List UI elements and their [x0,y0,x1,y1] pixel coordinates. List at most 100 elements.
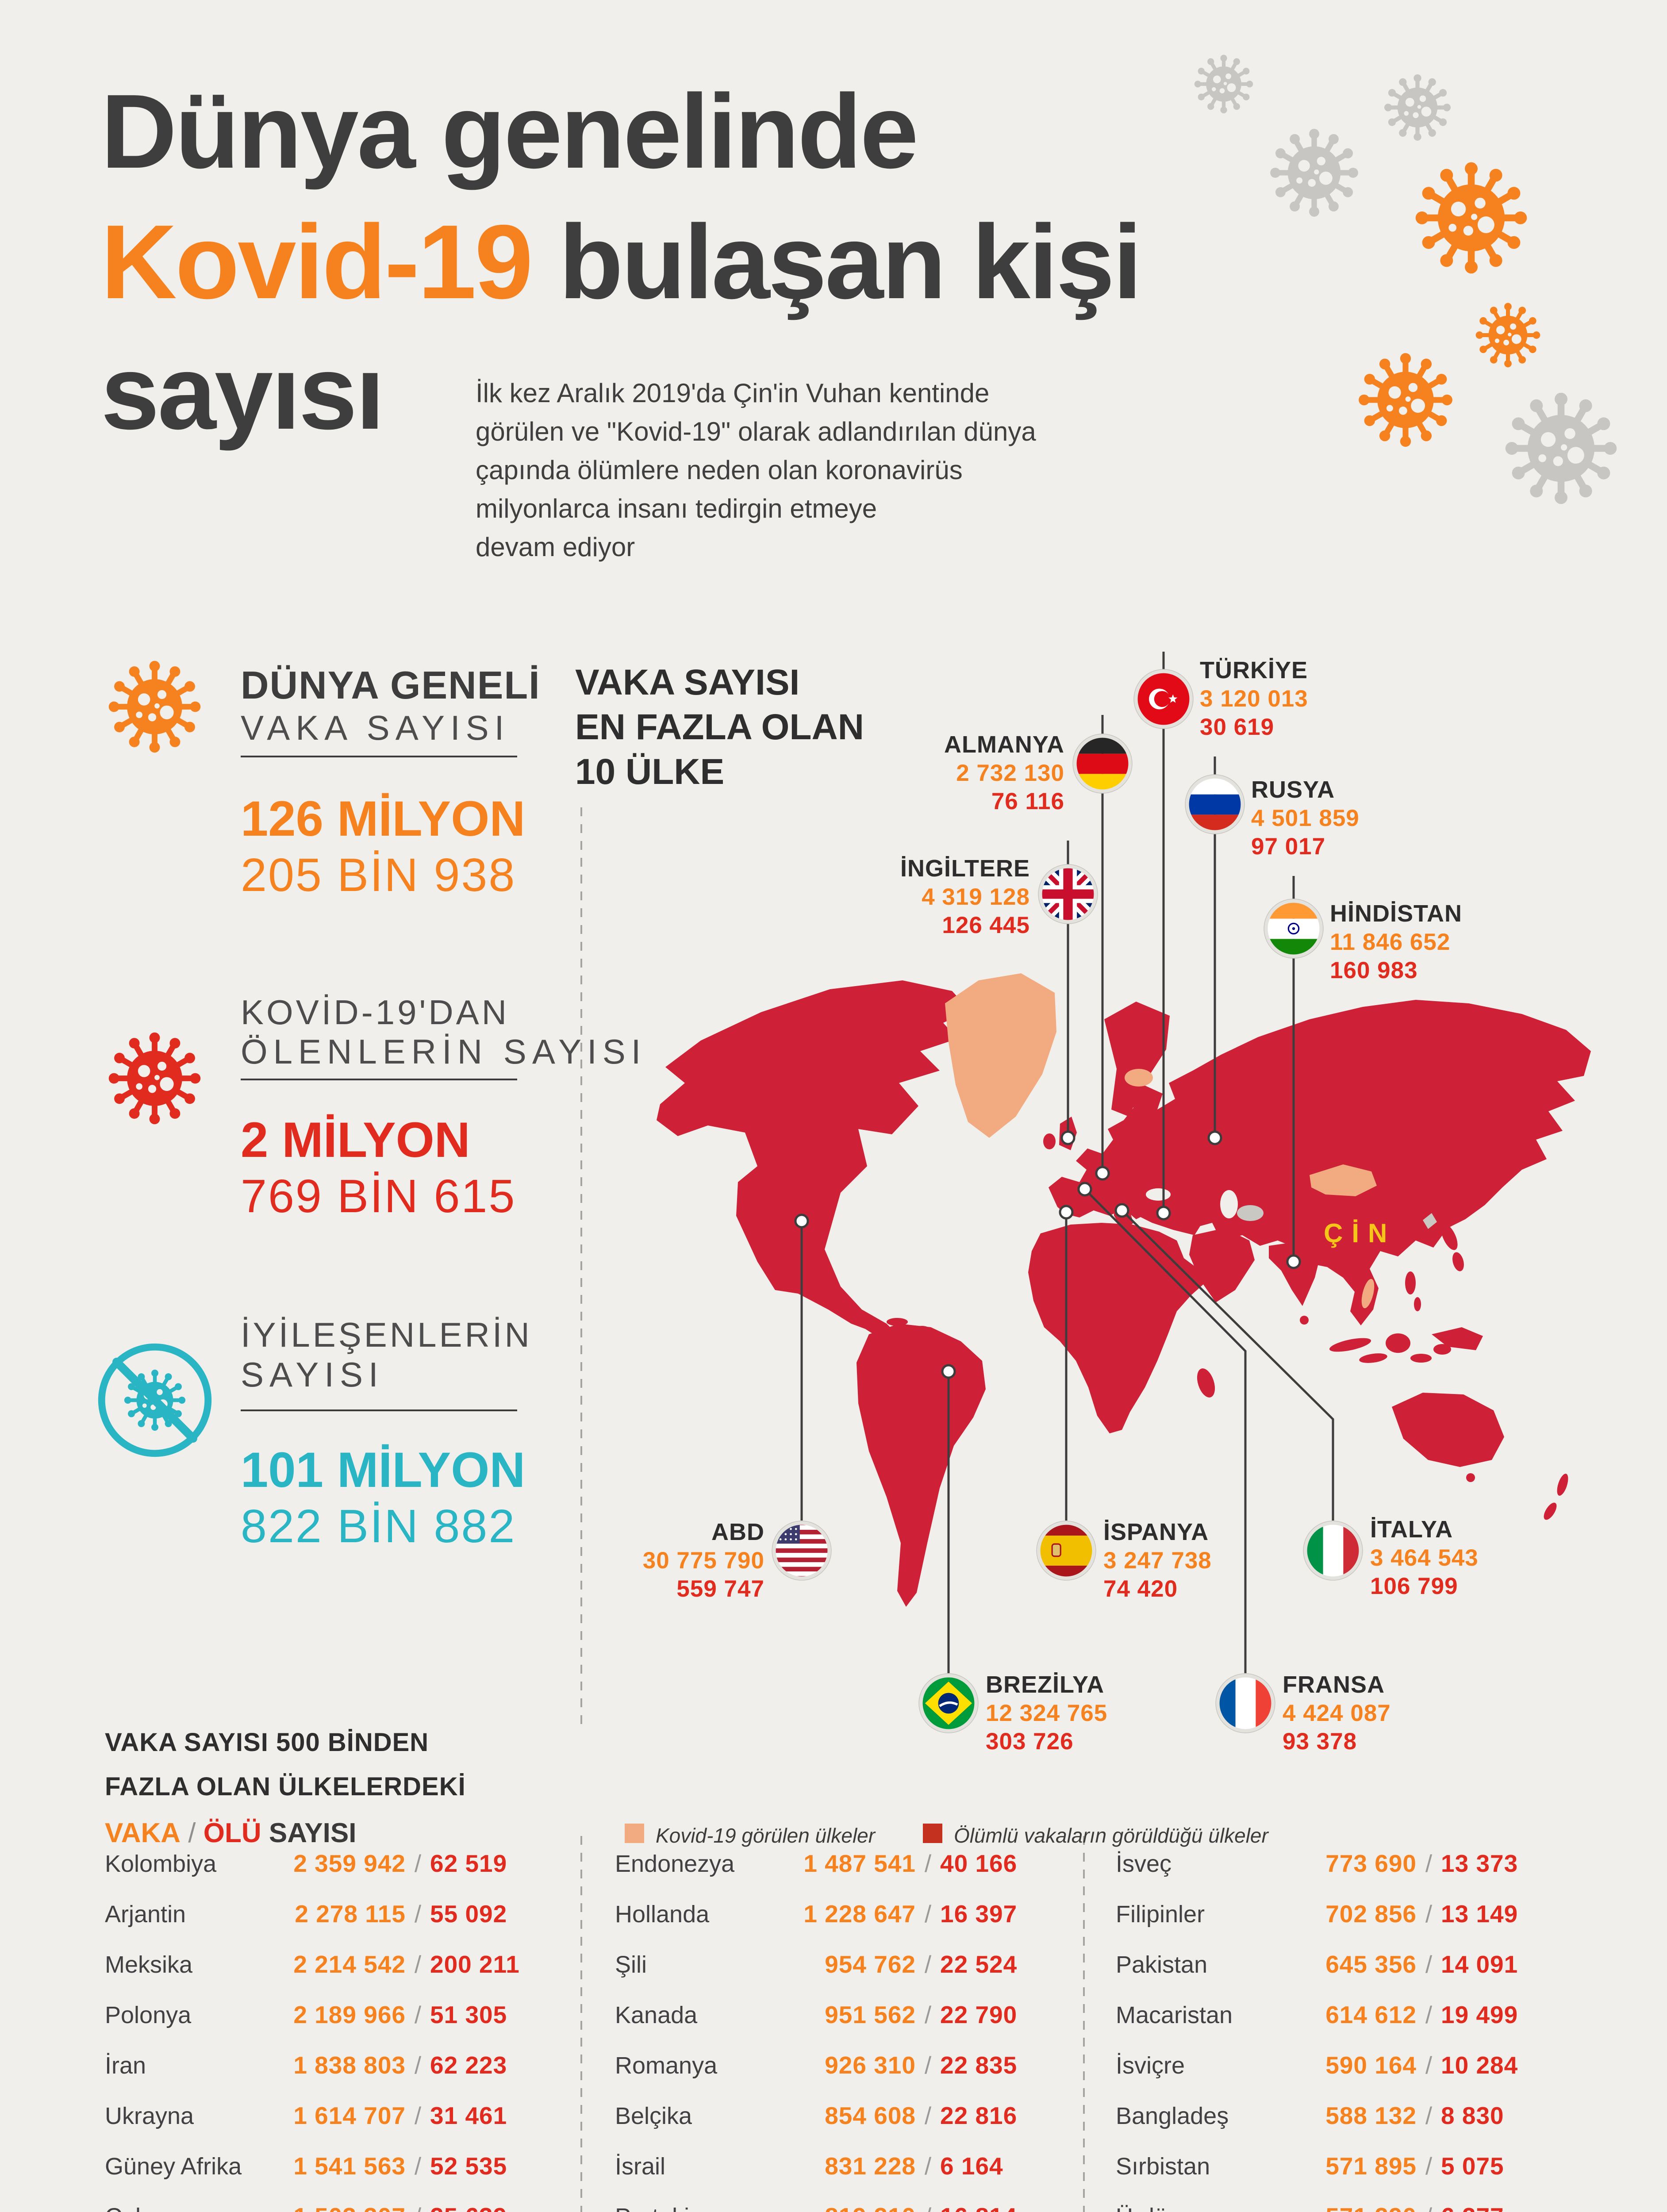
case-count: 926 310 [825,2051,916,2079]
slash-separator: / [924,1850,932,1877]
slash-separator: / [924,2102,932,2129]
callout-death-count: 160 983 [1330,957,1418,983]
map-countries-no-data [1237,1205,1437,1229]
country-name: Çekya [105,2203,284,2212]
case-count: 702 856 [1325,1900,1417,1928]
table-row: Portekiz819 210/16 814 [615,2202,1046,2212]
callout-death-count: 97 017 [1251,833,1326,860]
slash-separator: / [414,2001,422,2028]
divider [241,756,517,757]
title-highlight: Kovid-19 [101,204,533,321]
callout-death-count: 106 799 [1370,1573,1458,1599]
slash-separator: / [1425,1850,1433,1877]
case-count: 614 612 [1325,2001,1417,2028]
death-count: 200 211 [430,1951,520,1978]
table-heading-line-2: FAZLA OLAN ÜLKELERDEKİ [105,1772,466,1801]
callout-death-count: 559 747 [676,1576,764,1602]
country-name: Kanada [615,2002,698,2028]
callout-france: FRANSA 4 424 087 93 378 [1283,1670,1391,1756]
callout-death-count: 30 619 [1200,714,1275,740]
table-row: İsviçre 590 164 / 10 284 [1116,2051,1547,2079]
death-count: 25 639 [430,2202,536,2212]
intro-paragraph: İlk kez Aralık 2019'da Çin'in Vuhan kent… [476,374,1036,566]
table-row: Macaristan 614 612 / 19 499 [1116,2001,1547,2029]
slash-separator: / [1425,2051,1433,2079]
world-map: ÇİN [657,973,1591,1607]
slash-separator: / [1425,2102,1433,2129]
callout-flag-germany [1072,733,1133,794]
table-row: Filipinler 702 856 / 13 149 [1116,1900,1547,1928]
intro-line: görülen ve "Kovid-19" olarak adlandırıla… [476,417,1036,446]
legend-swatch-cases [625,1824,644,1843]
title-line-3: sayısı [101,334,385,451]
stat-deaths-value-1: 2 MİLYON [241,1112,470,1167]
stat-recovered-label-1: İYİLEŞENLERİN [241,1315,532,1354]
table-row: Ürdün571 290/6 277 [1116,2202,1547,2212]
title-line-2: Kovid-19 bulaşan kişi [101,204,1142,321]
country-name: Arjantin [105,1901,186,1928]
table-heading-line-1: VAKA SAYISI 500 BİNDEN [105,1728,429,1757]
table-row: İsrail 831 228 / 6 164 [615,2152,1046,2180]
table-row: Pakistan 645 356 / 14 091 [1116,1950,1547,1978]
callout-country-name: İNGİLTERE [900,855,1030,882]
country-name: Pakistan [1116,1951,1208,1978]
case-count: 854 608 [825,2102,916,2129]
death-count: 31 461 [430,2102,507,2129]
cases-label: VAKA [105,1818,181,1848]
dashed-separator [580,807,582,1732]
country-name: Sırbistan [1116,2153,1210,2180]
turkey-flag-icon [1133,669,1194,729]
germany-flag-icon [1072,733,1133,794]
table-row: Güney Afrika 1 541 563 / 52 535 [105,2152,536,2180]
table-row: Arjantin 2 278 115 / 55 092 [105,1900,536,1928]
callout-flag-brazil [918,1673,979,1733]
country-name: Filipinler [1116,1901,1205,1928]
stat-cases-value-1: 126 MİLYON [241,791,526,846]
death-count: 22 816 [940,2102,1018,2129]
case-count: 773 690 [1325,1850,1417,1877]
callout-case-count: 4 319 128 [922,884,1030,910]
callout-case-count: 3 464 543 [1370,1545,1479,1571]
slash-separator: / [414,2152,422,2180]
case-count: 1 503 307 [284,2202,406,2212]
stat-deaths-label-2: ÖLENLERİN SAYISI [241,1032,647,1071]
case-count: 831 228 [825,2152,916,2180]
slash-separator: / [1425,2152,1433,2180]
slash-separator: / [414,2102,422,2129]
deaths-label: ÖLÜ [203,1818,261,1848]
death-count: 10 284 [1441,2051,1518,2079]
intro-line: devam ediyor [476,532,635,562]
callout-flag-spain [1036,1521,1096,1581]
callout-flag-turkey [1133,669,1194,729]
country-name: Şili [615,1951,647,1978]
country-name: İsveç [1116,1851,1172,1877]
death-count: 6 277 [1441,2202,1547,2212]
callout-country-name: ALMANYA [944,731,1064,758]
callout-case-count: 30 775 790 [642,1548,764,1574]
slash-separator: / [916,2202,940,2212]
callout-death-count: 76 116 [991,788,1064,814]
case-count: 1 838 803 [293,2051,406,2079]
country-name: İran [105,2052,146,2079]
page-title: Dünya genelinde Kovid-19 bulaşan kişi sa… [101,66,1142,458]
death-count: 16 397 [940,1900,1018,1928]
stat-deaths-label-1: KOVİD-19'DAN [241,993,510,1032]
country-name: Belçika [615,2103,692,2129]
table-row: İran 1 838 803 / 62 223 [105,2051,536,2079]
divider [241,1079,517,1080]
slash-separator: / [414,1850,422,1877]
callout-flag-uk [1038,864,1098,924]
slash-separator: / [924,1900,932,1928]
china-map-label: ÇİN [1324,1218,1396,1248]
usa-flag-icon [772,1521,832,1581]
table-row: Kolombiya 2 359 942 / 62 519 [105,1849,536,1878]
case-count: 954 762 [825,1951,916,1978]
callout-case-count: 2 732 130 [956,760,1064,786]
slash-separator: / [1425,1900,1433,1928]
intro-line: İlk kez Aralık 2019'da Çin'in Vuhan kent… [476,378,990,408]
table-row: Hollanda 1 228 647 / 16 397 [615,1900,1046,1928]
table-row: Polonya 2 189 966 / 51 305 [105,2001,536,2029]
country-name: Bangladeş [1116,2103,1229,2129]
death-count: 13 149 [1441,1900,1518,1928]
callout-country-name: TÜRKİYE [1200,657,1308,684]
